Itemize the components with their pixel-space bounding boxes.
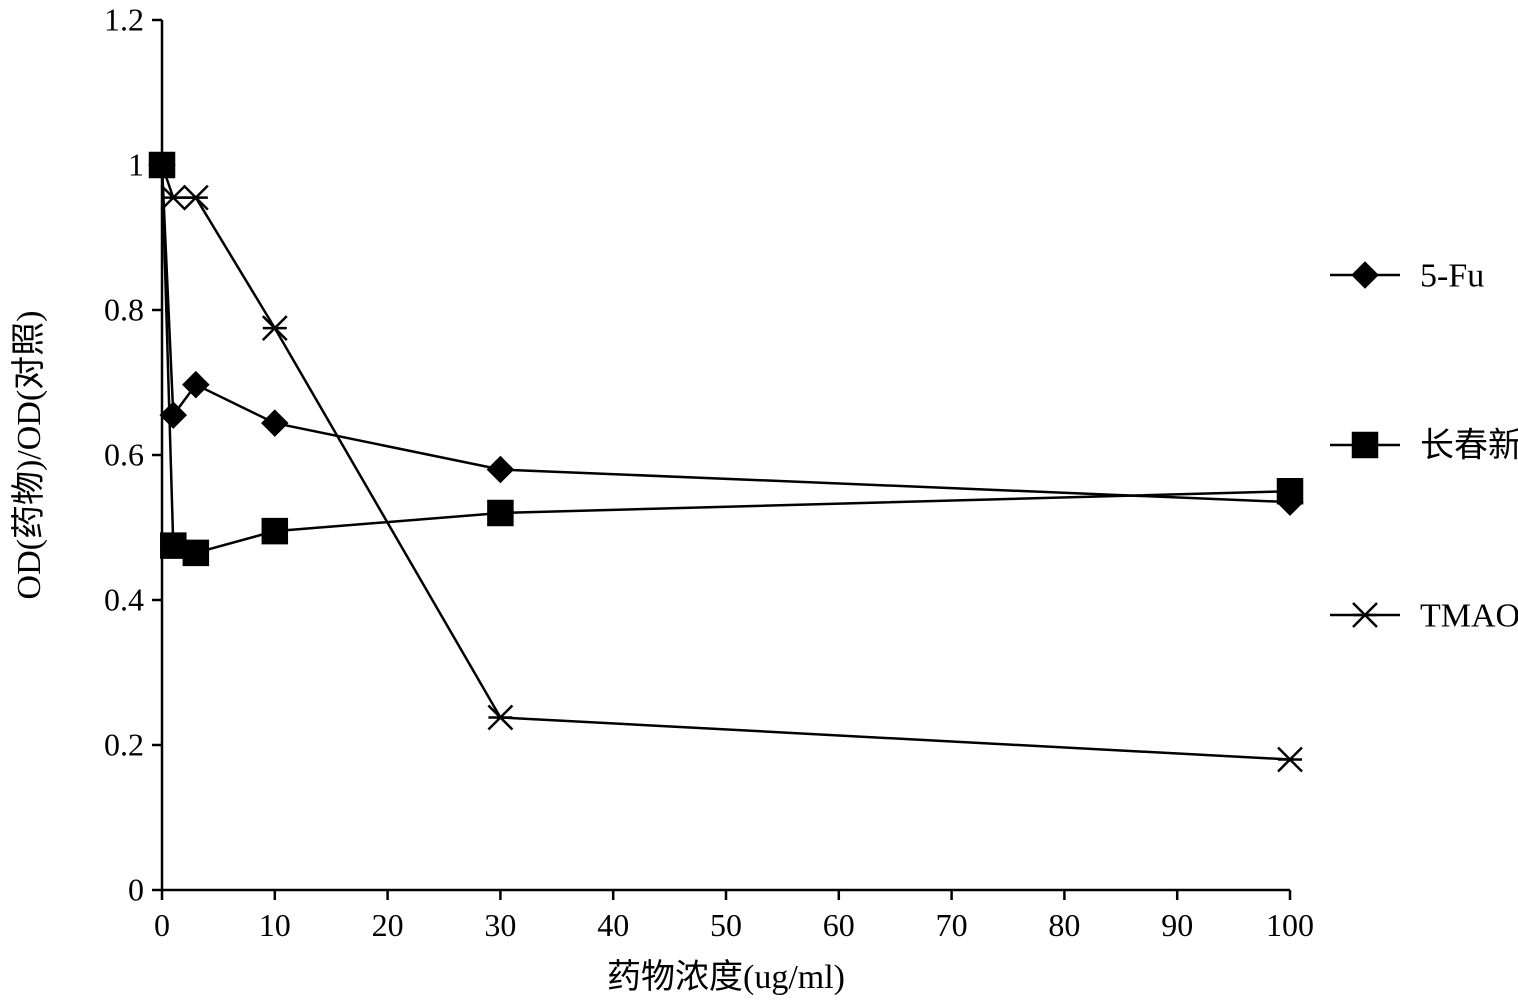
y-tick-label: 0.6 — [104, 437, 144, 473]
x-tick-label: 60 — [823, 907, 855, 943]
legend-label: 5-Fu — [1420, 257, 1484, 294]
y-tick-label: 0.2 — [104, 727, 144, 763]
x-tick-label: 10 — [259, 907, 291, 943]
x-tick-label: 50 — [710, 907, 742, 943]
y-tick-label: 1.2 — [104, 2, 144, 38]
legend-label: 长春新碱 — [1420, 426, 1518, 464]
y-tick-label: 1 — [128, 147, 144, 183]
x-tick-label: 20 — [372, 907, 404, 943]
x-tick-label: 30 — [484, 907, 516, 943]
y-tick-label: 0.8 — [104, 292, 144, 328]
y-tick-label: 0 — [128, 872, 144, 908]
line-chart: 0 10 20 30 40 50 60 70 80 90 100 药物浓度(ug/ml) 0 0.2 0.4… — [0, 0, 1518, 1000]
x-tick-label: 0 — [154, 907, 170, 943]
x-tick-label: 70 — [936, 907, 968, 943]
chart-container: 0 10 20 30 40 50 60 70 80 90 100 药物浓度(ug/ml) 0 0.2 0.4… — [0, 0, 1518, 1000]
x-tick-label: 40 — [597, 907, 629, 943]
x-tick-label: 80 — [1048, 907, 1080, 943]
x-axis-label: 药物浓度(ug/ml) — [607, 958, 845, 996]
y-tick-label: 0.4 — [104, 582, 144, 618]
x-tick-label: 100 — [1266, 907, 1314, 943]
x-tick-label: 90 — [1161, 907, 1193, 943]
legend-label: TMAO — [1420, 597, 1518, 634]
y-axis-label: OD(药物)/OD(对照) — [10, 311, 48, 600]
